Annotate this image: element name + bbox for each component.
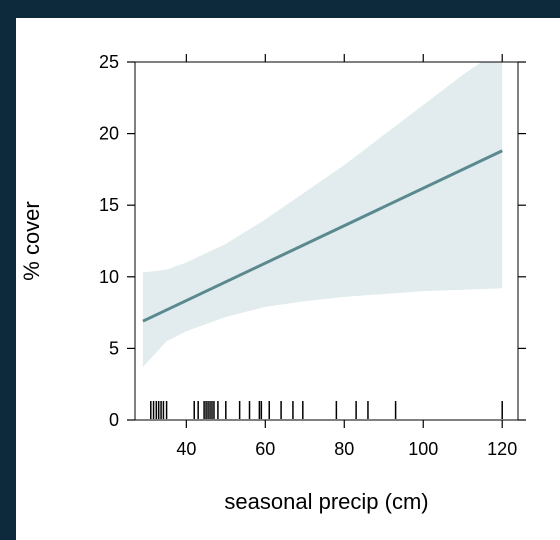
x-axis-label: seasonal precip (cm) [224,489,428,514]
x-tick-label: 120 [487,439,517,459]
y-tick-label: 0 [109,410,119,430]
y-axis-label: % cover [19,201,44,280]
y-tick-label: 5 [109,338,119,358]
y-tick-label: 15 [99,195,119,215]
axes-layer: 40 60 80 100 120 0 5 10 15 20 25 [99,52,526,459]
x-tick-label: 100 [408,439,438,459]
confidence-band [142,62,503,368]
chart-panel: 40 60 80 100 120 0 5 10 15 20 25 seasonal precip (… [16,18,560,540]
y-tick-label: 20 [99,124,119,144]
x-tick-label: 80 [334,439,354,459]
y-tick-label: 25 [99,52,119,72]
y-tick-label: 10 [99,267,119,287]
plot-frame [134,61,519,421]
x-tick-label: 40 [176,439,196,459]
confidence-band-layer [142,62,503,368]
fit-line-layer [142,149,503,323]
fit-line [142,149,503,323]
rug-layer [150,401,503,419]
chart: 40 60 80 100 120 0 5 10 15 20 25 seasonal precip (… [19,52,526,514]
x-tick-label: 60 [255,439,275,459]
